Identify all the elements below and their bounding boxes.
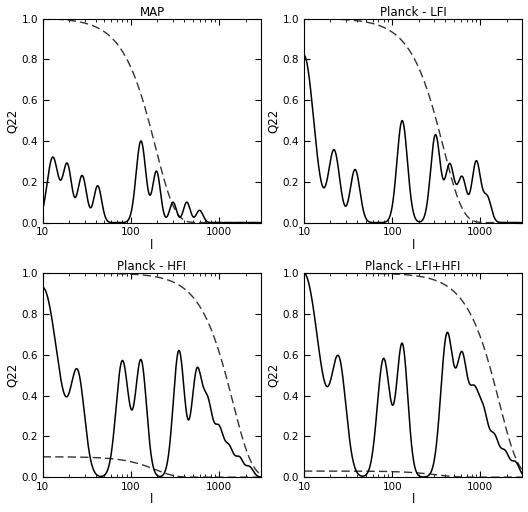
X-axis label: l: l xyxy=(150,239,154,252)
Y-axis label: Q22: Q22 xyxy=(267,109,280,133)
X-axis label: l: l xyxy=(411,239,415,252)
Y-axis label: Q22: Q22 xyxy=(6,363,18,387)
X-axis label: l: l xyxy=(411,494,415,506)
Title: Planck - LFI: Planck - LFI xyxy=(380,6,447,18)
Y-axis label: Q22: Q22 xyxy=(6,109,18,133)
Title: Planck - LFI+HFI: Planck - LFI+HFI xyxy=(365,260,461,273)
Title: Planck - HFI: Planck - HFI xyxy=(117,260,186,273)
Y-axis label: Q22: Q22 xyxy=(267,363,280,387)
Title: MAP: MAP xyxy=(139,6,165,18)
X-axis label: l: l xyxy=(150,494,154,506)
